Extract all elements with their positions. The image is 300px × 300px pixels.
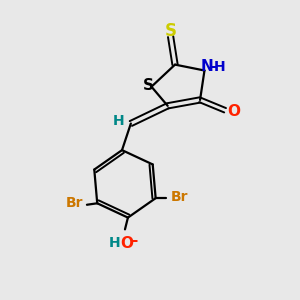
Text: H: H xyxy=(214,60,226,74)
Text: S: S xyxy=(165,22,177,40)
Text: N: N xyxy=(200,58,213,74)
Text: H: H xyxy=(109,236,121,250)
Text: -: - xyxy=(210,59,217,74)
Text: S: S xyxy=(142,78,153,93)
Text: O: O xyxy=(227,104,240,119)
Text: Br: Br xyxy=(170,190,188,204)
Text: -: - xyxy=(131,233,138,248)
Text: Br: Br xyxy=(66,196,83,210)
Text: H: H xyxy=(113,114,124,128)
Text: O: O xyxy=(120,236,133,251)
